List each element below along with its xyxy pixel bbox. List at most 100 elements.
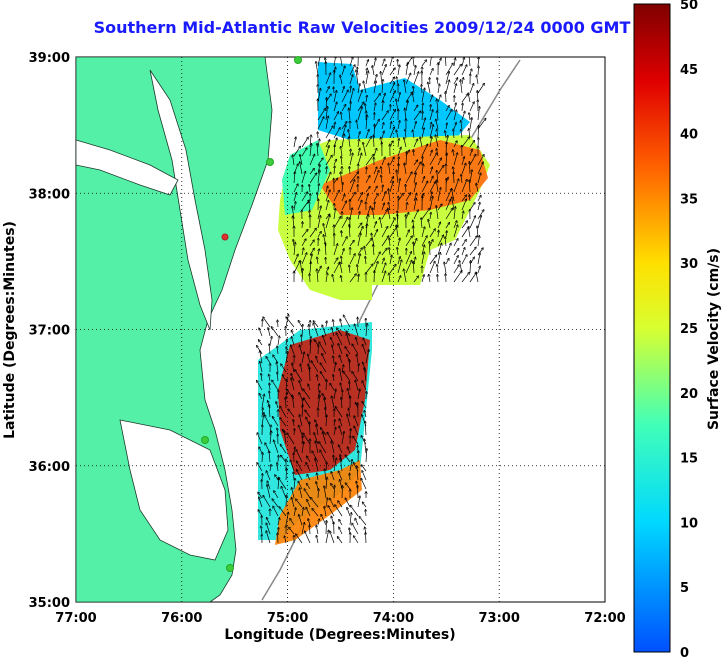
velocity-arrow [349,65,355,76]
velocity-arrow [313,321,319,328]
velocity-arrow [445,63,453,76]
velocity-arrow [356,70,359,85]
velocity-arrow [326,98,327,112]
velocity-arrow [453,249,459,256]
velocity-arrow [300,345,303,355]
velocity-arrow [373,222,376,229]
velocity-arrow [333,112,338,121]
velocity-arrow [445,200,451,211]
velocity-arrow [429,176,433,184]
velocity-arrow [388,189,391,202]
velocity-arrow [365,533,366,544]
velocity-arrow [398,139,399,148]
velocity-arrow [406,152,407,166]
velocity-arrow [310,340,311,355]
velocity-arrow [358,139,359,148]
velocity-arrow [404,163,407,175]
velocity-arrow [292,498,295,508]
velocity-arrow [264,415,271,427]
velocity-arrow [461,211,463,220]
velocity-arrow [477,236,479,247]
velocity-arrow [365,71,368,85]
velocity-arrow [438,230,439,238]
velocity-arrow [362,344,367,355]
velocity-arrow [396,170,399,184]
colorbar-label: Surface Velocity (cm/s) [706,248,722,430]
velocity-arrow [263,496,271,508]
velocity-arrow [389,127,394,139]
velocity-arrow [381,157,385,166]
velocity-arrow [381,175,382,184]
velocity-arrow [389,57,393,67]
velocity-arrow [356,338,359,346]
velocity-arrow [421,60,426,67]
velocity-arrow [319,442,327,454]
velocity-arrow [453,64,461,76]
velocity-arrow [330,338,335,346]
colorbar-tick: 50 [680,0,698,13]
velocity-arrow [461,255,467,265]
colorbar-tick: 35 [680,192,698,207]
velocity-arrow [293,202,296,211]
velocity-arrow [345,483,351,490]
velocity-arrow [349,513,351,526]
velocity-arrow [355,518,359,526]
velocity-arrow [338,501,343,508]
velocity-arrow [396,225,399,238]
velocity-arrow [453,271,462,283]
velocity-arrow [341,66,345,76]
velocity-arrow [277,346,278,355]
velocity-arrow [421,144,428,157]
velocity-arrow [357,354,359,364]
velocity-arrow [429,240,433,247]
velocity-arrow [310,498,319,508]
velocity-arrow [371,233,375,247]
velocity-arrow [413,242,414,256]
velocity-arrow [429,150,432,157]
velocity-arrow [413,105,418,112]
velocity-arrow [340,458,343,472]
velocity-arrow [341,105,346,112]
velocity-arrow [306,463,311,472]
velocity-arrow [332,345,335,355]
velocity-arrow [365,194,368,202]
velocity-arrow [355,380,359,391]
north-region-band [320,140,488,215]
velocity-arrow [261,374,262,382]
velocity-arrow [421,85,422,94]
velocity-arrow [286,379,287,391]
velocity-arrow [366,115,367,130]
velocity-arrow [446,123,447,130]
velocity-arrow [421,252,424,265]
velocity-arrow [330,383,335,391]
velocity-arrow [317,269,318,283]
velocity-arrow [299,415,303,427]
velocity-arrow [301,239,306,247]
velocity-arrow [326,321,327,328]
velocity-arrow [413,87,414,94]
velocity-arrow [453,172,454,184]
velocity-arrow [325,94,331,103]
velocity-arrow [349,57,353,67]
velocity-arrow [373,103,376,112]
velocity-arrow [341,237,347,247]
velocity-arrow [277,463,278,472]
colorbar-tick: 15 [680,452,698,467]
velocity-arrow [340,319,343,328]
velocity-arrow [469,247,476,256]
velocity-arrow [303,389,311,400]
velocity-arrow [430,105,431,112]
velocity-arrow [357,148,360,157]
velocity-arrow [350,429,351,436]
velocity-arrow [309,154,315,166]
velocity-arrow [461,137,469,148]
velocity-arrow [294,172,295,184]
velocity-arrow [325,186,328,193]
colorbar-tick: 45 [680,63,698,78]
velocity-arrow [301,248,304,256]
velocity-arrow [444,262,447,274]
station-marker [226,564,234,572]
velocity-arrow [335,505,343,517]
y-tick-label: 35:00 [29,596,70,611]
velocity-arrow [325,140,330,148]
